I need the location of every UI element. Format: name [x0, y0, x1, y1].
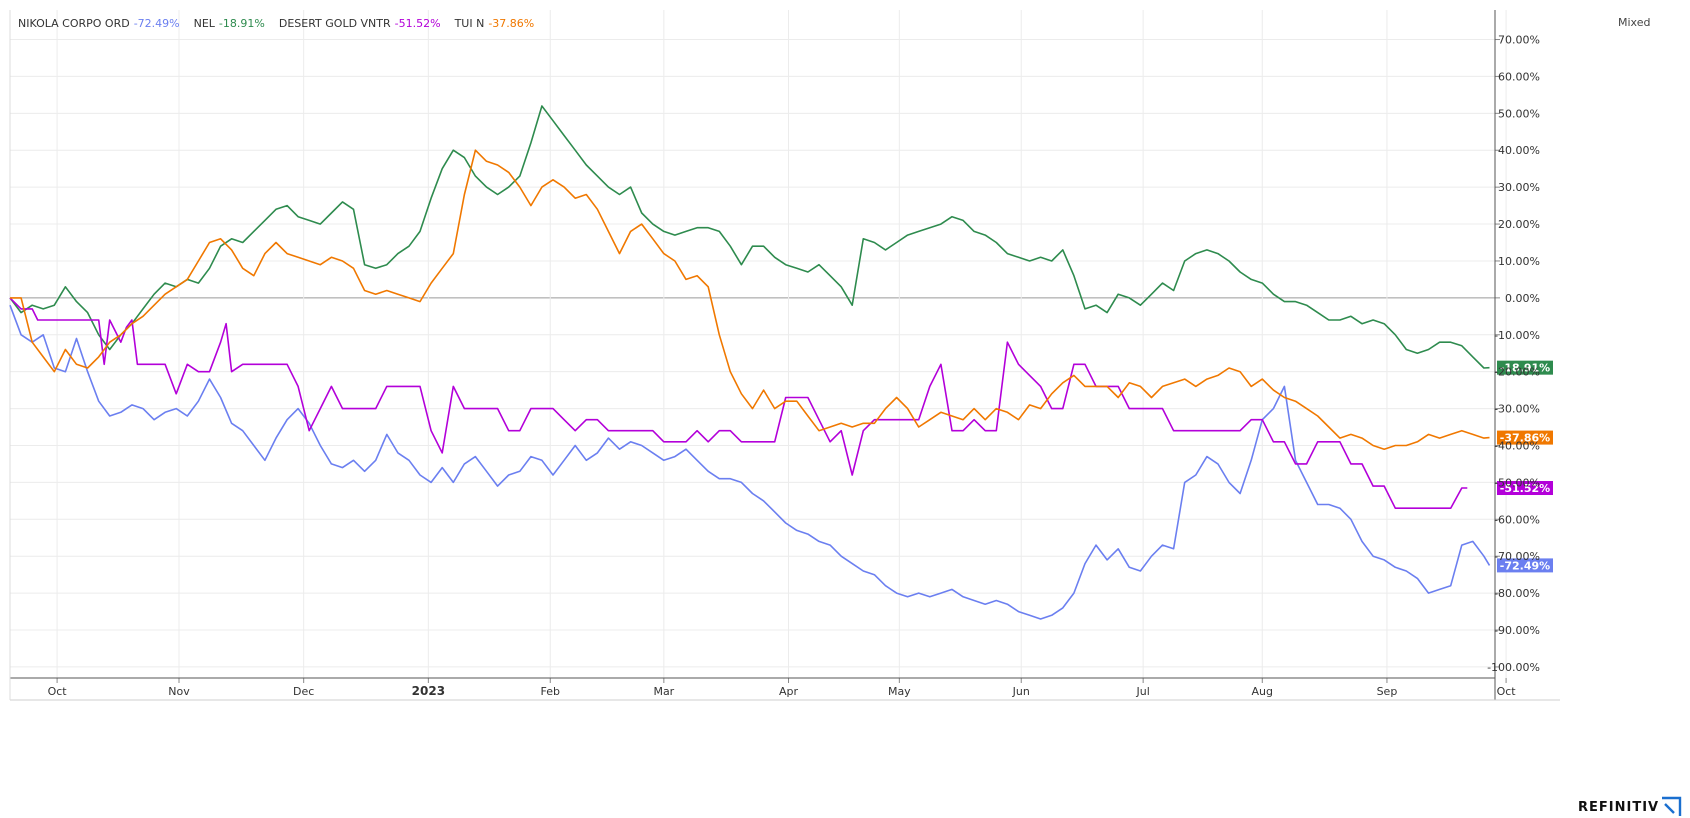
- legend-item[interactable]: NIKOLA CORPO ORD -72.49%: [18, 17, 180, 30]
- last-value-label: -72.49%: [1500, 559, 1550, 572]
- grid: [10, 10, 1507, 678]
- y-tick-label: 20.00%: [1498, 218, 1540, 231]
- y-tick-label: -100.00%: [1487, 661, 1540, 674]
- y-tick-label: 40.00%: [1498, 144, 1540, 157]
- x-tick-label: Jul: [1136, 685, 1150, 698]
- y-tick-label: 70.00%: [1498, 34, 1540, 47]
- x-tick-label: Feb: [541, 685, 560, 698]
- series-line: [9, 105, 1490, 369]
- last-value-badge: [1497, 558, 1553, 573]
- last-value-label: -37.86%: [1500, 432, 1550, 445]
- axes: [9, 10, 1560, 701]
- legend-series-change: -18.91%: [218, 17, 265, 30]
- y-tick-label: -70.00%: [1494, 550, 1540, 563]
- y-tick-label: -10.00%: [1494, 329, 1540, 342]
- last-value-badge: [1497, 430, 1553, 445]
- x-tick-label: Dec: [293, 685, 314, 698]
- legend-item[interactable]: TUI N -37.86%: [455, 17, 535, 30]
- y-tick-label: -50.00%: [1494, 476, 1540, 489]
- y-tick-label: -40.00%: [1494, 439, 1540, 452]
- y-tick-label: 60.00%: [1498, 70, 1540, 83]
- last-value-badge: [1497, 360, 1553, 375]
- y-tick-label: 50.00%: [1498, 107, 1540, 120]
- refinitiv-logo-icon: [1662, 796, 1682, 816]
- y-tick-label: -60.00%: [1494, 513, 1540, 526]
- legend-item[interactable]: NEL -18.91%: [194, 17, 265, 30]
- x-tick-label: May: [888, 685, 911, 698]
- legend-series-change: -51.52%: [394, 17, 441, 30]
- x-tick-label: Jun: [1012, 685, 1030, 698]
- legend-series-change: -72.49%: [133, 17, 180, 30]
- x-tick-label: Sep: [1377, 685, 1398, 698]
- legend-series-change: -37.86%: [488, 17, 535, 30]
- y-tick-label: -90.00%: [1494, 624, 1540, 637]
- brand-name: REFINITIV: [1578, 800, 1660, 815]
- legend-series-name: NEL: [193, 17, 215, 30]
- series-lines: [9, 105, 1491, 620]
- x-tick-label: 2023: [412, 684, 445, 698]
- x-tick-label: Apr: [779, 685, 799, 698]
- line-chart: -72.49% -18.91% -51.52% -37.86% 70.00% 60.00…: [9, 10, 1560, 701]
- last-value-label: -18.91%: [1500, 362, 1550, 375]
- axis-mode-label[interactable]: Mixed: [1618, 16, 1651, 29]
- y-tick-label: 10.00%: [1498, 255, 1540, 268]
- series-line: [10, 149, 1490, 450]
- y-tick-label: -20.00%: [1494, 366, 1540, 379]
- last-value-badge: [1497, 481, 1553, 496]
- legend-series-name: TUI N: [454, 17, 485, 30]
- legend: NIKOLA CORPO ORD -72.49% NEL -18.91% DESERT …: [18, 17, 548, 30]
- tick-labels: 70.00% 60.00% 50.00% 40.00% 30.00% 20.00% 10.0…: [48, 34, 1540, 698]
- y-tick-label: -30.00%: [1494, 403, 1540, 416]
- legend-series-name: DESERT GOLD VNTR: [278, 17, 391, 30]
- last-value-label: -51.52%: [1500, 482, 1550, 495]
- series-line: [9, 297, 1468, 509]
- x-tick-label: Oct: [48, 685, 68, 698]
- x-tick-label: Nov: [168, 685, 190, 698]
- y-tick-label: 0.00%: [1505, 292, 1540, 305]
- legend-item[interactable]: DESERT GOLD VNTR -51.52%: [279, 17, 441, 30]
- series-line: [9, 304, 1491, 620]
- legend-series-name: NIKOLA CORPO ORD: [18, 17, 130, 30]
- y-tick-label: 30.00%: [1498, 181, 1540, 194]
- y-tick-label: -80.00%: [1494, 587, 1540, 600]
- x-tick-label: Mar: [653, 685, 674, 698]
- x-tick-label: Oct: [1497, 685, 1517, 698]
- x-tick-label: Aug: [1252, 685, 1273, 698]
- last-value-labels: -72.49% -18.91% -51.52% -37.86%: [1497, 360, 1553, 573]
